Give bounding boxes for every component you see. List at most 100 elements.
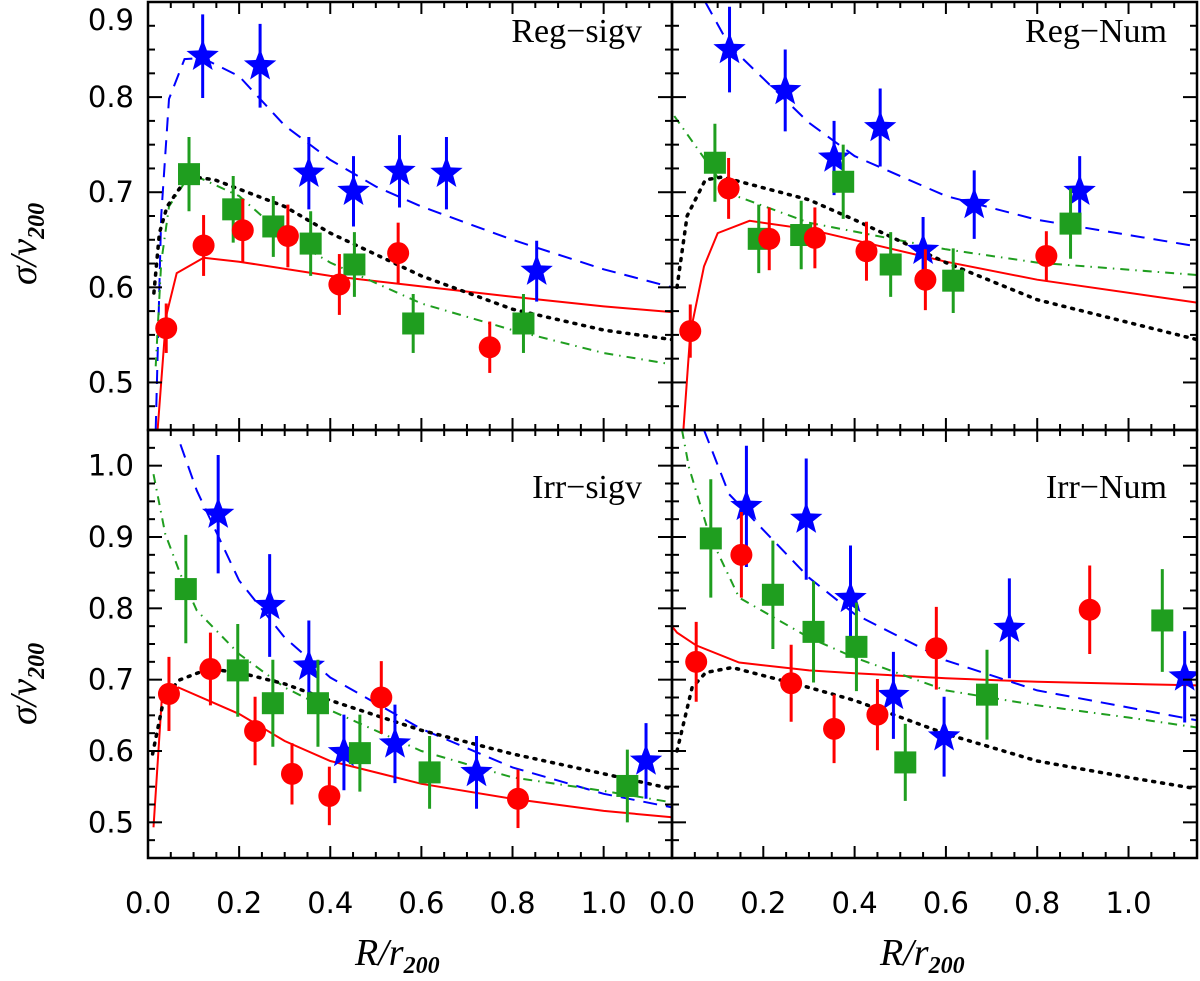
x-tick-label: 0.0 (649, 886, 695, 920)
green-square-point (616, 774, 639, 797)
blue-star-point (817, 141, 851, 172)
green-square-point (418, 761, 441, 784)
green-square-point (1151, 609, 1174, 632)
green-square-point (845, 635, 868, 658)
blue-star-point (877, 678, 910, 710)
green-square-point (343, 253, 366, 276)
green-dashdot-model-curve (154, 174, 672, 367)
y-tick-label: 0.7 (88, 663, 134, 697)
x-tick-label: 0.8 (1014, 886, 1060, 920)
red-circle-point (244, 720, 267, 743)
blue-star-point (327, 735, 361, 767)
panel-title: Irr−Num (1046, 469, 1167, 506)
panel-bottom-left: 0.5 0.6 0.7 0.8 0.9 1.0 0.0 0.2 0.4 0.6 0.8 1.0 Irr−… (88, 428, 674, 920)
x-tick-label: 0.6 (923, 886, 969, 920)
blue-star-point (292, 156, 325, 187)
green-square-point (703, 151, 726, 174)
red-circle-point (387, 242, 410, 265)
green-square-point (261, 692, 284, 715)
y-tick-label: 1.0 (88, 449, 134, 483)
red-circle-point (780, 672, 803, 695)
x-tick-label: 0.8 (489, 886, 535, 920)
plot-area (152, 14, 672, 430)
red-circle-point (1035, 244, 1058, 267)
blue-star-point (520, 254, 553, 285)
x-tick-label: 1.0 (1105, 886, 1151, 920)
x-tick-label: 0.4 (307, 886, 353, 920)
blue-star-point (1168, 659, 1197, 691)
red-circle-point (855, 240, 878, 263)
black-dotted-model-curve (152, 174, 672, 342)
red-circle-point (155, 317, 178, 340)
y-tick-label: 0.8 (88, 80, 134, 114)
blue-star-point (927, 719, 961, 751)
y-axis-title-bottom: σ/v200 (3, 643, 50, 725)
green-square-point (976, 683, 998, 706)
blue-star-point (958, 187, 991, 219)
blue-star-point (906, 233, 940, 264)
red-circle-point (758, 227, 781, 250)
red-circle-point (925, 637, 948, 660)
panel-title: Irr−sigv (532, 469, 642, 506)
green-square-point (699, 527, 722, 550)
red-circle-point (717, 177, 740, 200)
red-circle-point (192, 234, 215, 257)
blue-star-point (292, 649, 325, 680)
blue-dashed-model-curve (154, 57, 672, 430)
y-tick-label: 0.7 (88, 175, 134, 209)
black-dotted-model-curve (675, 665, 1197, 791)
blue-star-point (730, 489, 763, 521)
x-tick-label: 1.0 (581, 886, 627, 920)
blue-star-point (186, 39, 219, 70)
red-circle-point (157, 682, 180, 705)
y-tick-label: 0.8 (88, 591, 134, 625)
y-tick-label: 0.5 (88, 805, 134, 839)
blue-star-point (378, 726, 412, 758)
blue-star-point (834, 581, 867, 613)
red-circle-point (370, 686, 393, 709)
red-solid-model-curve (682, 219, 1197, 430)
plot-area (672, 430, 1197, 801)
green-square-point (402, 312, 425, 335)
x-axis-title-left: R/r200 (354, 932, 440, 979)
green-square-point (942, 269, 965, 292)
red-circle-point (823, 717, 846, 740)
red-circle-point (506, 787, 529, 810)
blue-star-point (202, 497, 235, 528)
green-square-point (306, 692, 329, 715)
green-square-point (226, 659, 249, 682)
y-tick-label: 0.6 (88, 270, 134, 304)
y-tick-label: 0.9 (88, 520, 134, 554)
green-square-point (178, 163, 201, 186)
y-axis-title-top: σ/v200 (3, 203, 50, 285)
blue-star-point (790, 502, 823, 533)
plot-area (150, 443, 672, 829)
blue-star-point (629, 744, 663, 775)
panel-bottom-right: 0.0 0.2 0.4 0.6 0.8 1.0 Irr−Num (649, 428, 1199, 920)
red-solid-model-curve (152, 686, 672, 828)
blue-star-point (253, 588, 286, 620)
x-tick-label: 0.0 (125, 886, 171, 920)
red-circle-point (679, 320, 702, 343)
blue-star-point (243, 48, 277, 80)
y-tick-label: 0.9 (88, 3, 134, 37)
y-tick-label: 0.5 (88, 365, 134, 399)
red-circle-point (730, 543, 753, 566)
red-solid-model-curve (672, 625, 1197, 687)
green-square-point (1059, 212, 1082, 235)
red-circle-point (478, 336, 501, 359)
x-tick-label: 0.6 (398, 886, 444, 920)
blue-star-point (713, 32, 746, 64)
red-circle-point (280, 762, 303, 785)
green-square-point (832, 170, 855, 193)
green-dashdot-model-curve (673, 115, 1197, 276)
red-circle-point (914, 268, 937, 291)
black-dotted-model-curve (150, 667, 672, 791)
green-square-point (894, 751, 917, 774)
x-tick-label: 0.2 (740, 886, 786, 920)
green-square-point (348, 742, 371, 765)
red-circle-point (328, 273, 351, 296)
blue-star-point (864, 110, 897, 142)
blue-dashed-model-curve (703, 430, 1197, 722)
green-square-point (761, 583, 784, 606)
